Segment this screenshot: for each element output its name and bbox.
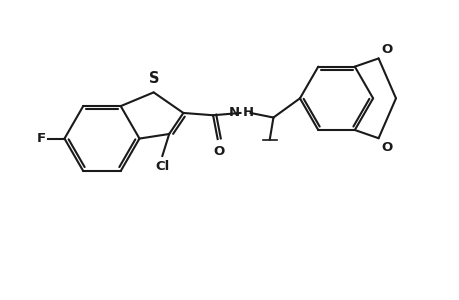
Text: O: O [213,146,224,158]
Text: F: F [37,132,45,145]
Text: O: O [380,43,391,56]
Text: H: H [242,106,253,118]
Text: O: O [380,141,391,154]
Text: Cl: Cl [155,160,169,172]
Text: N: N [229,106,240,118]
Text: S: S [149,71,159,86]
